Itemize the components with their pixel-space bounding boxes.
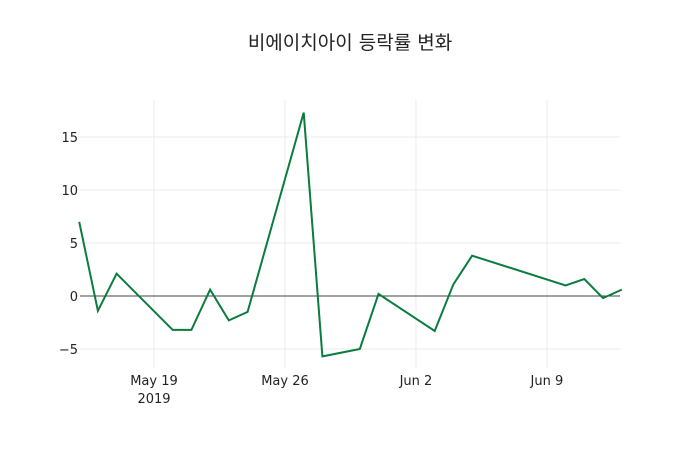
y-tick-label: 5 [70,237,78,252]
y-tick-label: 10 [61,184,78,199]
x-axis: May 19 2019 May 26 Jun 2 Jun 9 [130,374,563,407]
x-tick-label: May 26 [261,374,309,389]
data-series [78,112,623,358]
y-axis: −5 0 5 10 15 [59,131,78,358]
x-tick-label: Jun 9 [530,374,564,389]
x-tick-label: Jun 2 [399,374,433,389]
series-line [78,112,623,358]
chart-title: 비에이치아이 등락률 변화 [247,32,453,54]
y-tick-label: −5 [59,343,78,358]
grid-lines [80,100,620,368]
y-tick-label: 0 [70,290,78,305]
y-tick-label: 15 [61,131,78,146]
x-tick-label: May 19 [130,374,178,389]
x-tick-year: 2019 [137,392,170,407]
